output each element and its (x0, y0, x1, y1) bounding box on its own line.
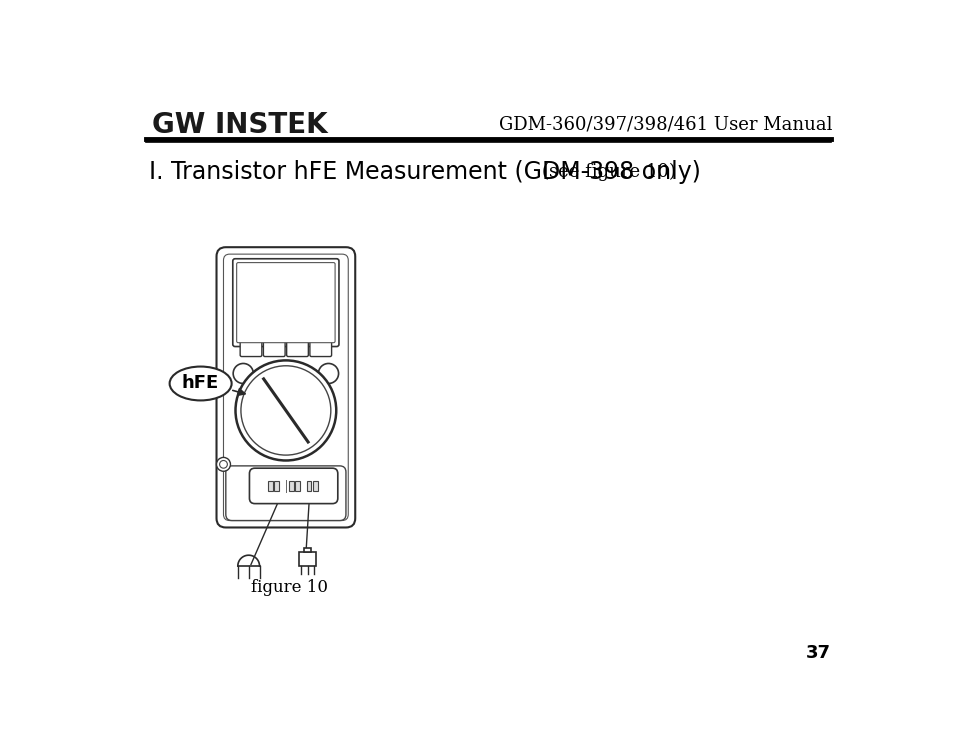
Circle shape (216, 457, 231, 472)
FancyBboxPatch shape (289, 481, 294, 490)
FancyBboxPatch shape (236, 263, 335, 342)
Text: I. Transistor hFE Measurement (GDM-398 only): I. Transistor hFE Measurement (GDM-398 o… (149, 160, 700, 184)
FancyBboxPatch shape (274, 481, 278, 490)
FancyBboxPatch shape (307, 481, 311, 490)
Text: 37: 37 (805, 644, 830, 662)
Circle shape (219, 460, 227, 468)
Circle shape (233, 363, 253, 384)
FancyBboxPatch shape (216, 247, 355, 527)
Bar (304, 547, 311, 552)
Text: GDM-360/397/398/461 User Manual: GDM-360/397/398/461 User Manual (498, 116, 831, 134)
FancyBboxPatch shape (268, 481, 273, 490)
FancyBboxPatch shape (286, 341, 308, 357)
FancyBboxPatch shape (233, 259, 338, 346)
FancyBboxPatch shape (249, 468, 337, 504)
Text: (see figure 10): (see figure 10) (541, 163, 675, 181)
FancyBboxPatch shape (226, 466, 346, 520)
FancyBboxPatch shape (294, 481, 299, 490)
Text: figure 10: figure 10 (251, 579, 328, 596)
Text: hFE: hFE (182, 375, 219, 393)
Bar (298, 552, 315, 566)
Circle shape (241, 366, 331, 455)
Text: GW INSTEK: GW INSTEK (152, 110, 327, 139)
FancyBboxPatch shape (240, 341, 261, 357)
Circle shape (318, 363, 338, 384)
Circle shape (235, 360, 335, 460)
Ellipse shape (170, 366, 232, 400)
FancyBboxPatch shape (263, 341, 285, 357)
FancyBboxPatch shape (310, 341, 332, 357)
FancyBboxPatch shape (313, 481, 317, 490)
